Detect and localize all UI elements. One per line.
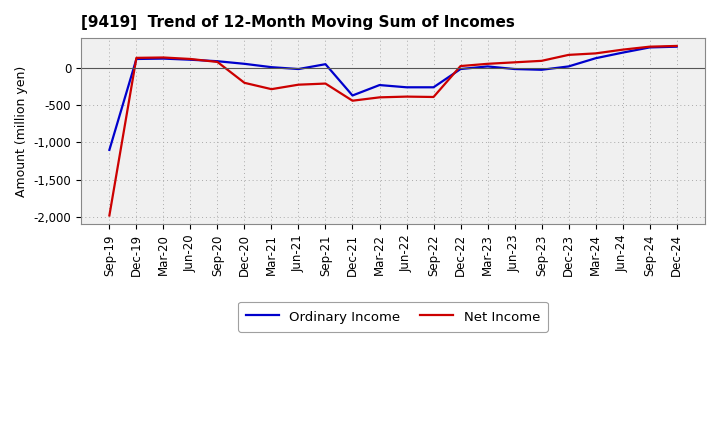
Ordinary Income: [294, 66, 303, 72]
Net Income: [375, 95, 384, 100]
Ordinary Income: [564, 64, 573, 69]
Net Income: [132, 55, 140, 60]
Ordinary Income: [267, 65, 276, 70]
Net Income: [645, 44, 654, 49]
Ordinary Income: [429, 84, 438, 90]
Ordinary Income: [618, 50, 627, 55]
Ordinary Income: [591, 55, 600, 61]
Text: [9419]  Trend of 12-Month Moving Sum of Incomes: [9419] Trend of 12-Month Moving Sum of I…: [81, 15, 515, 30]
Ordinary Income: [186, 57, 194, 62]
Ordinary Income: [132, 56, 140, 62]
Net Income: [510, 60, 519, 65]
Ordinary Income: [402, 84, 411, 90]
Net Income: [483, 61, 492, 66]
Ordinary Income: [159, 56, 168, 61]
Net Income: [159, 55, 168, 60]
Net Income: [537, 58, 546, 63]
Net Income: [321, 81, 330, 86]
Net Income: [105, 213, 114, 218]
Ordinary Income: [645, 45, 654, 50]
Net Income: [186, 56, 194, 62]
Net Income: [456, 63, 465, 69]
Y-axis label: Amount (million yen): Amount (million yen): [15, 66, 28, 197]
Ordinary Income: [348, 93, 357, 98]
Line: Ordinary Income: Ordinary Income: [109, 47, 677, 150]
Ordinary Income: [375, 82, 384, 88]
Ordinary Income: [105, 147, 114, 153]
Ordinary Income: [483, 64, 492, 69]
Ordinary Income: [456, 66, 465, 72]
Line: Net Income: Net Income: [109, 46, 677, 216]
Net Income: [348, 98, 357, 103]
Ordinary Income: [537, 67, 546, 73]
Ordinary Income: [240, 61, 249, 66]
Net Income: [267, 87, 276, 92]
Ordinary Income: [213, 59, 222, 64]
Net Income: [591, 51, 600, 56]
Net Income: [240, 80, 249, 85]
Legend: Ordinary Income, Net Income: Ordinary Income, Net Income: [238, 302, 548, 332]
Net Income: [564, 52, 573, 58]
Net Income: [213, 59, 222, 65]
Net Income: [618, 47, 627, 52]
Ordinary Income: [672, 44, 681, 49]
Net Income: [429, 94, 438, 99]
Net Income: [294, 82, 303, 87]
Ordinary Income: [510, 66, 519, 72]
Net Income: [672, 43, 681, 48]
Ordinary Income: [321, 62, 330, 67]
Net Income: [402, 94, 411, 99]
